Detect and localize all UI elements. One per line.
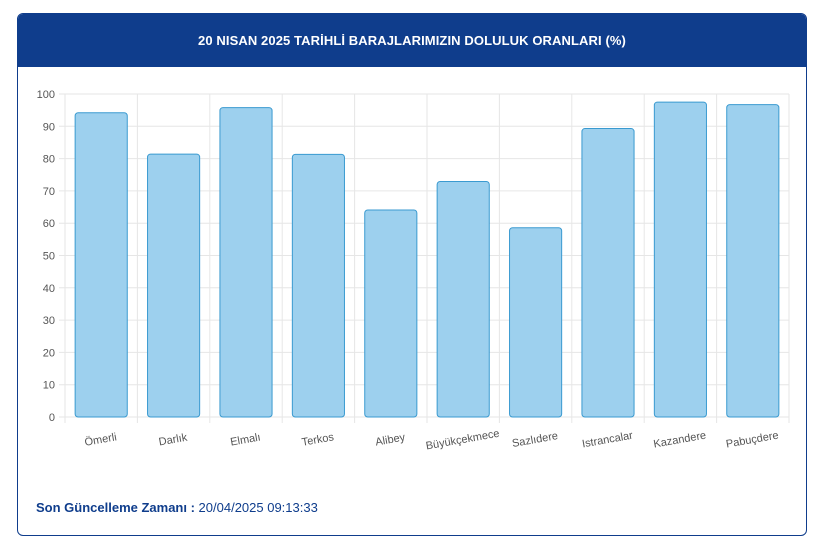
- y-tick-label: 100: [37, 89, 55, 101]
- x-tick-label: Ömerli: [84, 431, 118, 448]
- last-update-label: Son Güncelleme Zamanı :: [36, 500, 195, 515]
- bars-layer: [74, 101, 780, 418]
- chart-area: 0 10 20 30 40 50 60 70 80 90 100 Ömerli Darlık Elmalı…: [18, 68, 806, 478]
- bar: [74, 112, 128, 418]
- y-tick-label: 80: [43, 154, 55, 166]
- bar: [726, 104, 780, 418]
- dam-levels-card: 20 NISAN 2025 TARİHLİ BARAJLARIMIZIN DOL…: [17, 13, 807, 536]
- bar: [147, 153, 201, 418]
- y-tick-label: 0: [49, 412, 55, 424]
- y-tick-label: 10: [43, 380, 55, 392]
- bar-chart: 0 10 20 30 40 50 60 70 80 90 100 Ömerli Darlık Elmalı…: [37, 89, 790, 453]
- y-tick-label: 20: [43, 347, 55, 359]
- x-tick-label: Elmalı: [229, 431, 261, 448]
- bar: [581, 128, 635, 418]
- bar: [509, 227, 563, 418]
- y-tick-label: 50: [43, 251, 55, 263]
- y-tick-label: 40: [43, 283, 55, 295]
- x-tick-label: Darlık: [158, 432, 189, 449]
- x-tick-label: Istrancalar: [581, 430, 634, 451]
- y-tick-label: 70: [43, 186, 55, 198]
- x-tick-label: Pabuçdere: [725, 430, 779, 451]
- card-header: 20 NISAN 2025 TARİHLİ BARAJLARIMIZIN DOL…: [18, 14, 806, 67]
- x-tick-label: Kazandere: [653, 430, 707, 451]
- bar: [653, 101, 707, 418]
- y-tick-label: 90: [43, 121, 55, 133]
- last-update-value: 20/04/2025 09:13:33: [194, 500, 318, 515]
- y-tick-label: 30: [43, 315, 55, 327]
- y-tick-label: 60: [43, 218, 55, 230]
- bar: [291, 153, 345, 418]
- x-tick-label: Terkos: [301, 431, 335, 449]
- x-tick-label: Alibey: [374, 431, 406, 448]
- bar: [219, 107, 273, 418]
- x-tick-label: Büyükçekmece: [425, 428, 501, 453]
- last-update: Son Güncelleme Zamanı : 20/04/2025 09:13…: [36, 500, 318, 515]
- bar: [364, 209, 418, 418]
- x-tick-label: Sazlıdere: [511, 430, 559, 450]
- bar: [436, 181, 490, 418]
- chart-title: 20 NISAN 2025 TARİHLİ BARAJLARIMIZIN DOL…: [198, 33, 626, 48]
